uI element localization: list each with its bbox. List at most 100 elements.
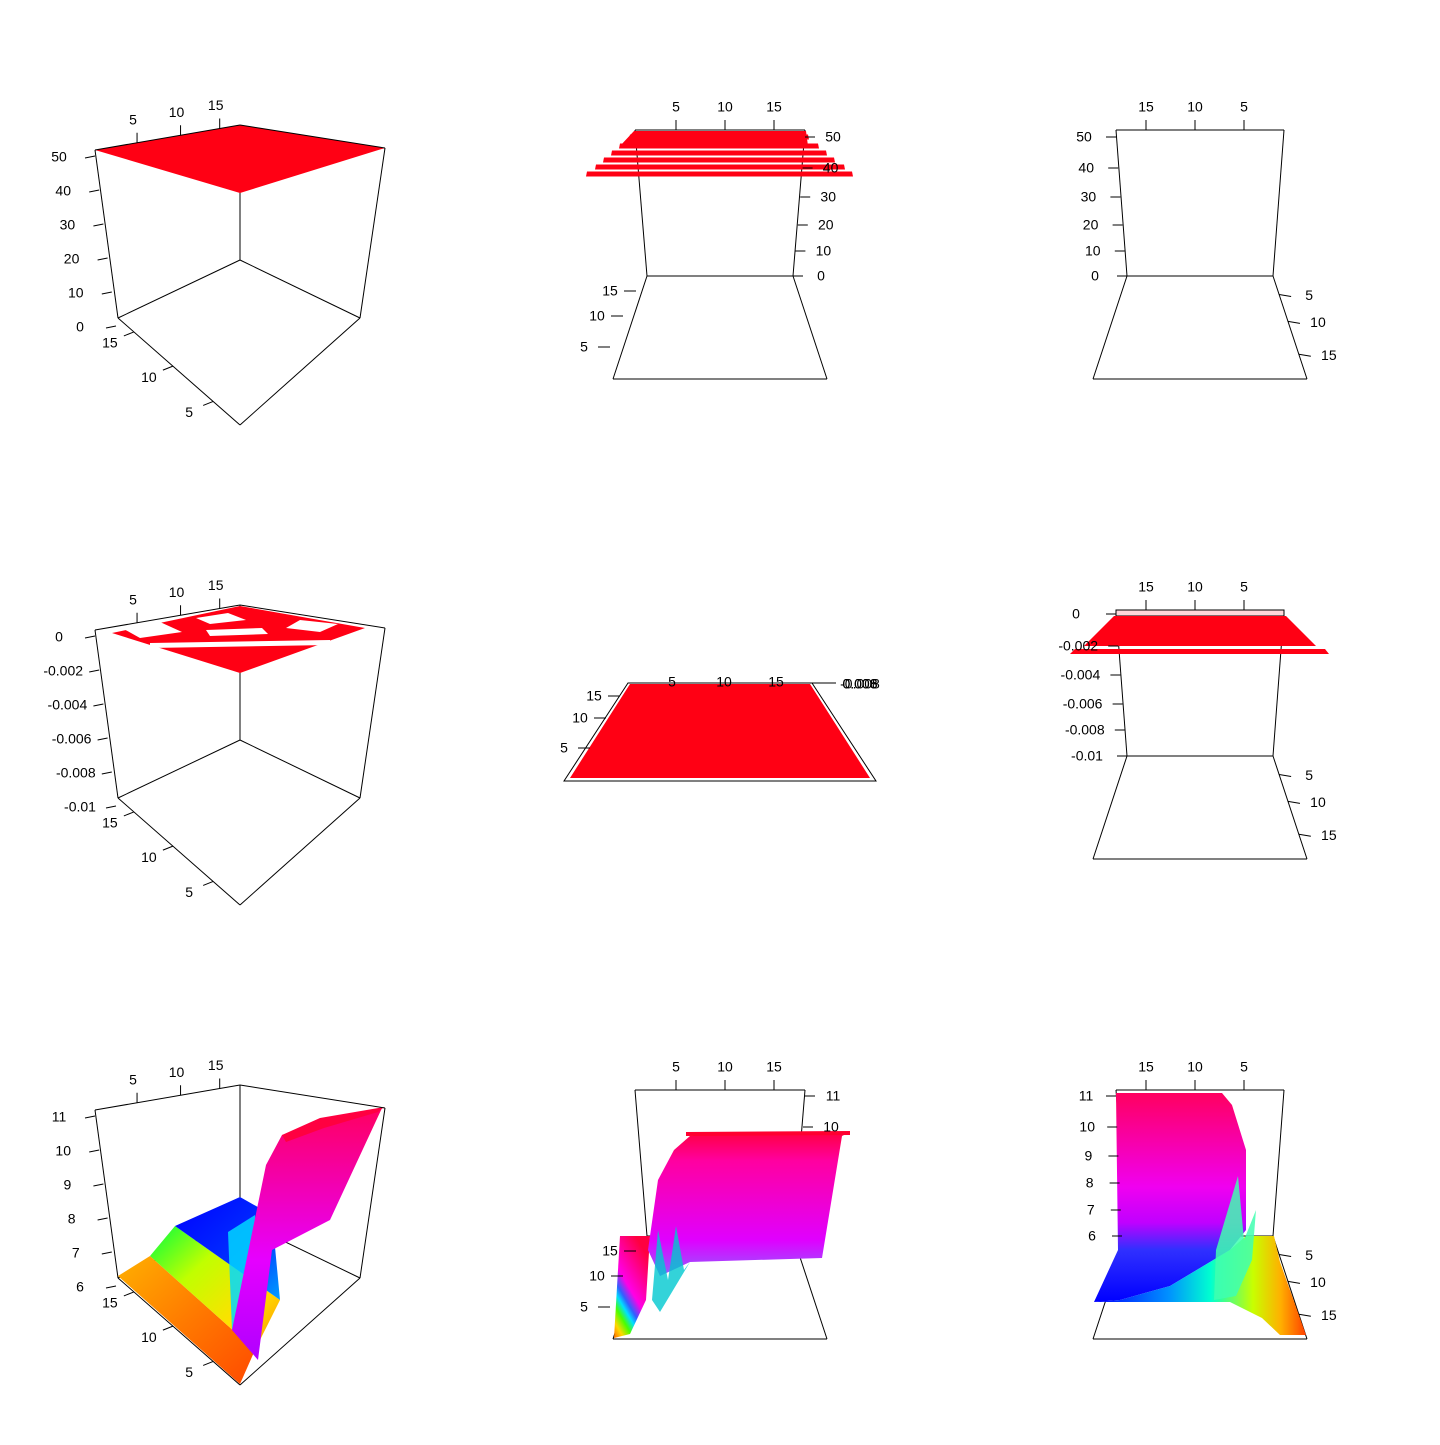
surface-plane [1084, 616, 1316, 646]
z-tick-label: 11 [52, 1109, 67, 1125]
z-tick-label: 10 [55, 1143, 71, 1159]
box-edge [94, 629, 119, 799]
z-tick-mark [105, 1285, 117, 1289]
box-edge [117, 259, 241, 319]
y-tick-mark [1298, 1313, 1311, 1317]
surface-wall [648, 1132, 850, 1276]
y-tick-label: 10 [141, 369, 157, 385]
z-tick-label: 0 [55, 629, 63, 645]
z-tick-label: 10 [68, 285, 84, 301]
surface-gap [122, 622, 182, 638]
surface-edge-band [603, 157, 835, 163]
y-tick-label: 15 [102, 335, 118, 351]
box-edge [359, 1107, 386, 1279]
box-edge [1272, 1235, 1308, 1340]
z-tick-label: 8 [1086, 1175, 1094, 1191]
z-tick-label: 20 [818, 217, 834, 233]
surface-gap [150, 640, 330, 648]
y-tick-mark [123, 331, 135, 337]
box-edge [1272, 755, 1308, 860]
box-edge [117, 739, 241, 799]
x-tick-label: 10 [1187, 579, 1203, 595]
y-tick-label: 15 [602, 283, 618, 299]
box-edge [94, 124, 241, 151]
box-edge [1272, 129, 1285, 277]
z-tick-label: 10 [1079, 1119, 1095, 1135]
z-tick-label: -0.004 [1061, 667, 1101, 683]
x-tick-label: 5 [129, 1071, 137, 1087]
x-tick-label: 5 [1240, 99, 1248, 115]
persp-plot-back: 15 10 5 5 10 15 50 40 30 20 10 0 [1076, 99, 1337, 380]
box-edge [117, 797, 241, 906]
y-tick-label: 10 [141, 849, 157, 865]
z-tick-mark [105, 325, 117, 329]
z-tick-mark [84, 1115, 96, 1119]
box-edge [239, 797, 361, 906]
z-tick-label: 9 [64, 1177, 72, 1193]
box-edge [239, 604, 386, 629]
z-tick-label: 8 [68, 1211, 76, 1227]
z-tick-label: 6 [1088, 1228, 1096, 1244]
surface-transition [652, 1226, 690, 1312]
x-tick-label: 5 [668, 674, 676, 690]
y-tick-mark [202, 400, 214, 406]
x-tick-label: 10 [169, 584, 185, 600]
z-tick-label: -0.008 [840, 676, 880, 692]
y-tick-mark [1287, 800, 1301, 804]
y-tick-mark [1287, 320, 1301, 324]
z-tick-mark [101, 291, 112, 295]
z-tick-label: 40 [1078, 160, 1094, 176]
z-tick-label: -0.01 [64, 799, 96, 815]
z-tick-label: 0.006 [842, 676, 877, 692]
z-tick-mark [97, 737, 108, 741]
surface-edge-band [611, 150, 827, 156]
surface-edge-band [586, 171, 853, 177]
y-tick-label: 15 [102, 815, 118, 831]
y-tick-mark [202, 880, 214, 886]
x-tick-label: 10 [169, 104, 185, 120]
surface-edge-band [619, 143, 819, 149]
z-tick-mark [84, 635, 96, 639]
x-tick-label: 10 [1187, 1059, 1203, 1075]
z-tick-label: 50 [51, 149, 67, 165]
z-tick-label: 6 [76, 1279, 84, 1295]
y-tick-label: 10 [1310, 314, 1326, 330]
z-tick-label: 20 [1083, 217, 1099, 233]
box-edge [239, 124, 386, 149]
surface-edge-band [595, 164, 845, 170]
x-tick-label: 15 [1138, 99, 1154, 115]
y-tick-mark [1279, 774, 1292, 778]
z-tick-mark [89, 1149, 100, 1153]
z-tick-label: -0.006 [1063, 696, 1103, 712]
surface-top-ridge [686, 1131, 850, 1136]
y-tick-mark [1298, 353, 1311, 357]
y-tick-label: 15 [1321, 827, 1337, 843]
x-tick-label: 10 [717, 99, 733, 115]
surface-edge-band [1115, 609, 1285, 617]
box-edge [634, 1089, 648, 1237]
z-tick-label: 11 [826, 1088, 841, 1104]
surface-edge-band [1070, 649, 1329, 654]
z-tick-label: 30 [820, 189, 836, 205]
box-edge [117, 317, 241, 426]
y-tick-label: 5 [1305, 767, 1313, 783]
z-tick-label: 10 [1085, 243, 1101, 259]
z-tick-mark [101, 1251, 112, 1255]
z-tick-label: 40 [55, 183, 71, 199]
z-tick-label: 11 [1079, 1088, 1094, 1104]
x-tick-label: 15 [208, 97, 224, 113]
z-tick-label: 9 [1085, 1148, 1093, 1164]
z-tick-label: 30 [1081, 189, 1097, 205]
box-edge [239, 739, 361, 799]
box-edge [1092, 755, 1128, 860]
y-tick-label: 10 [589, 1268, 605, 1284]
surface-low-band [118, 1256, 255, 1384]
surface-gap [196, 613, 246, 624]
z-tick-label: 0 [1072, 606, 1080, 622]
z-tick-label: -0.008 [56, 765, 96, 781]
z-tick-label: 40 [823, 160, 839, 176]
box-edge [359, 147, 386, 319]
z-tick-label: 10 [823, 1119, 839, 1135]
